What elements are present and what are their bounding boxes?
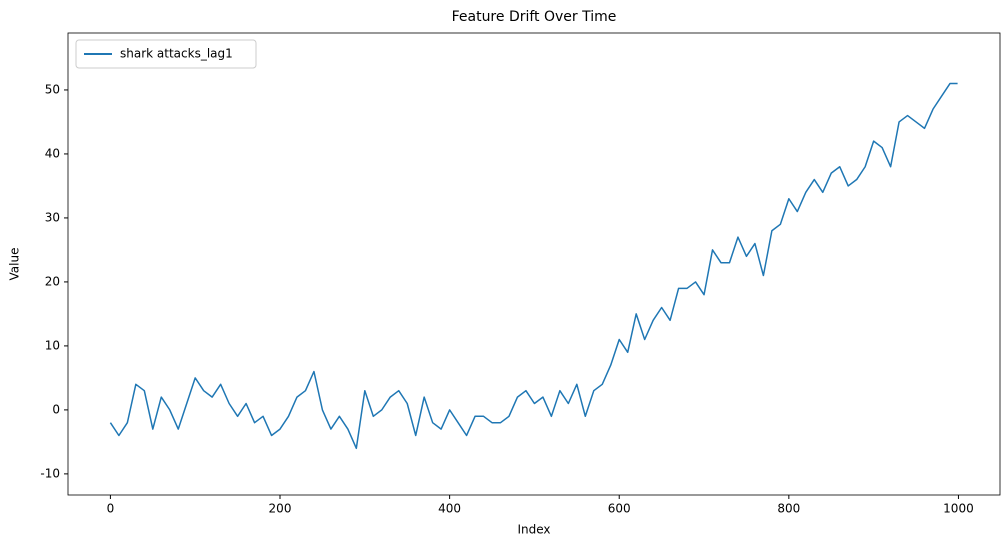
x-axis-label: Index <box>517 523 550 537</box>
y-tick-label: -10 <box>40 466 60 480</box>
chart-title: Feature Drift Over Time <box>452 9 617 25</box>
y-tick-label: 0 <box>52 402 60 416</box>
legend-label: shark attacks_lag1 <box>120 47 233 61</box>
y-axis-label: Value <box>8 248 22 281</box>
plot-frame <box>67 32 1001 496</box>
x-tick-label: 600 <box>608 502 631 516</box>
x-tick-label: 200 <box>269 502 292 516</box>
x-tick-label: 400 <box>438 502 461 516</box>
x-tick-label: 0 <box>107 502 115 516</box>
x-tick-label: 800 <box>777 502 800 516</box>
y-tick-label: 50 <box>45 82 60 96</box>
y-tick-label: 40 <box>45 146 60 160</box>
data-line <box>109 82 958 450</box>
y-tick-label: 20 <box>45 274 60 288</box>
y-tick-label: 10 <box>45 338 60 352</box>
y-tick-label: 30 <box>45 210 60 224</box>
x-tick-label: 1000 <box>943 502 974 516</box>
legend-box <box>75 39 257 69</box>
